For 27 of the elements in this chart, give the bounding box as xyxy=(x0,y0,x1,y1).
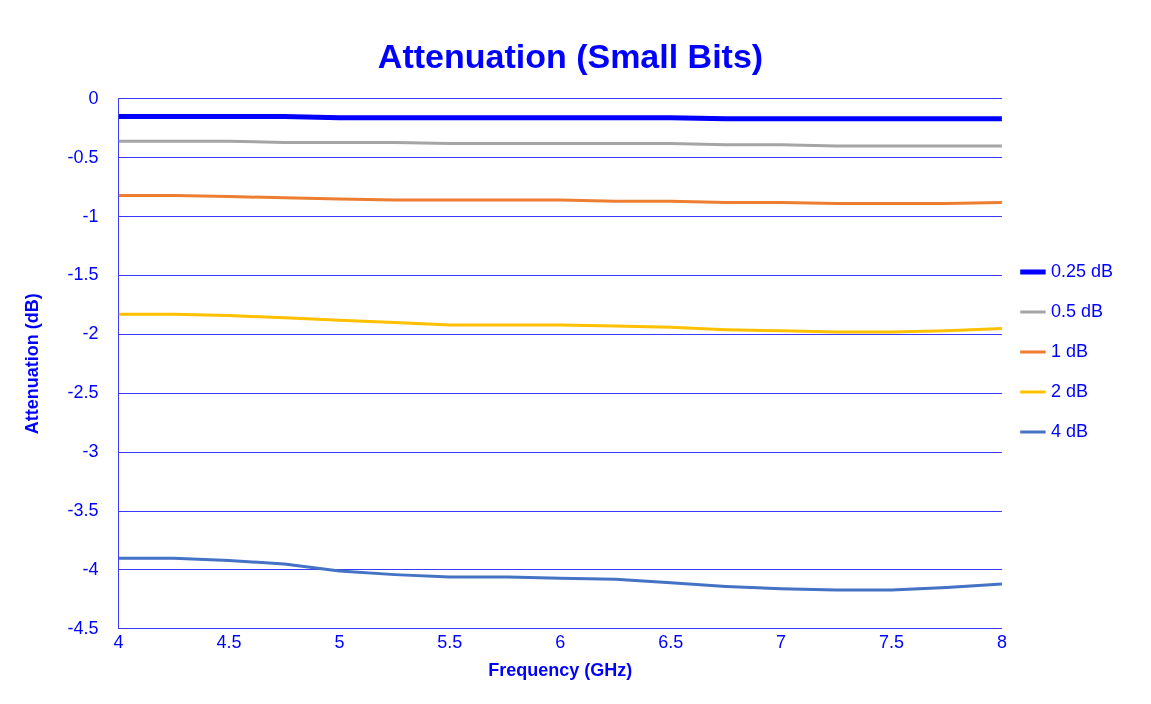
y-axis-title: Attenuation (dB) xyxy=(21,293,42,435)
x-axis-title: Frequency (GHz) xyxy=(488,660,633,681)
legend-label: 2 dB xyxy=(1050,380,1088,401)
legend-label: 4 dB xyxy=(1050,420,1088,441)
x-tick-label: 4 xyxy=(113,631,124,652)
y-tick-label: -4.5 xyxy=(67,617,99,638)
x-tick-label: 4.5 xyxy=(216,631,242,652)
x-tick-label: 7.5 xyxy=(879,631,905,652)
y-tick-label: -2.5 xyxy=(67,382,99,403)
chart-title: Attenuation (Small Bits) xyxy=(377,36,764,75)
x-tick-label: 5 xyxy=(334,631,345,652)
y-tick-label: -1 xyxy=(82,205,99,226)
y-tick-label: -4 xyxy=(82,558,99,579)
x-tick-label: 5.5 xyxy=(437,631,463,652)
y-tick-label: -3.5 xyxy=(67,499,99,520)
legend-label: 0.5 dB xyxy=(1050,300,1103,321)
y-tick-label: -2 xyxy=(82,323,99,344)
y-tick-label: -0.5 xyxy=(67,146,99,167)
y-tick-label: -3 xyxy=(82,441,99,462)
y-tick-label: -1.5 xyxy=(67,264,99,285)
legend-label: 0.25 dB xyxy=(1050,260,1114,281)
y-tick-label: 0 xyxy=(88,87,99,108)
x-tick-label: 6.5 xyxy=(658,631,684,652)
legend-label: 1 dB xyxy=(1050,340,1088,361)
x-tick-label: 7 xyxy=(776,631,787,652)
x-tick-label: 8 xyxy=(996,631,1007,652)
x-tick-label: 6 xyxy=(555,631,566,652)
